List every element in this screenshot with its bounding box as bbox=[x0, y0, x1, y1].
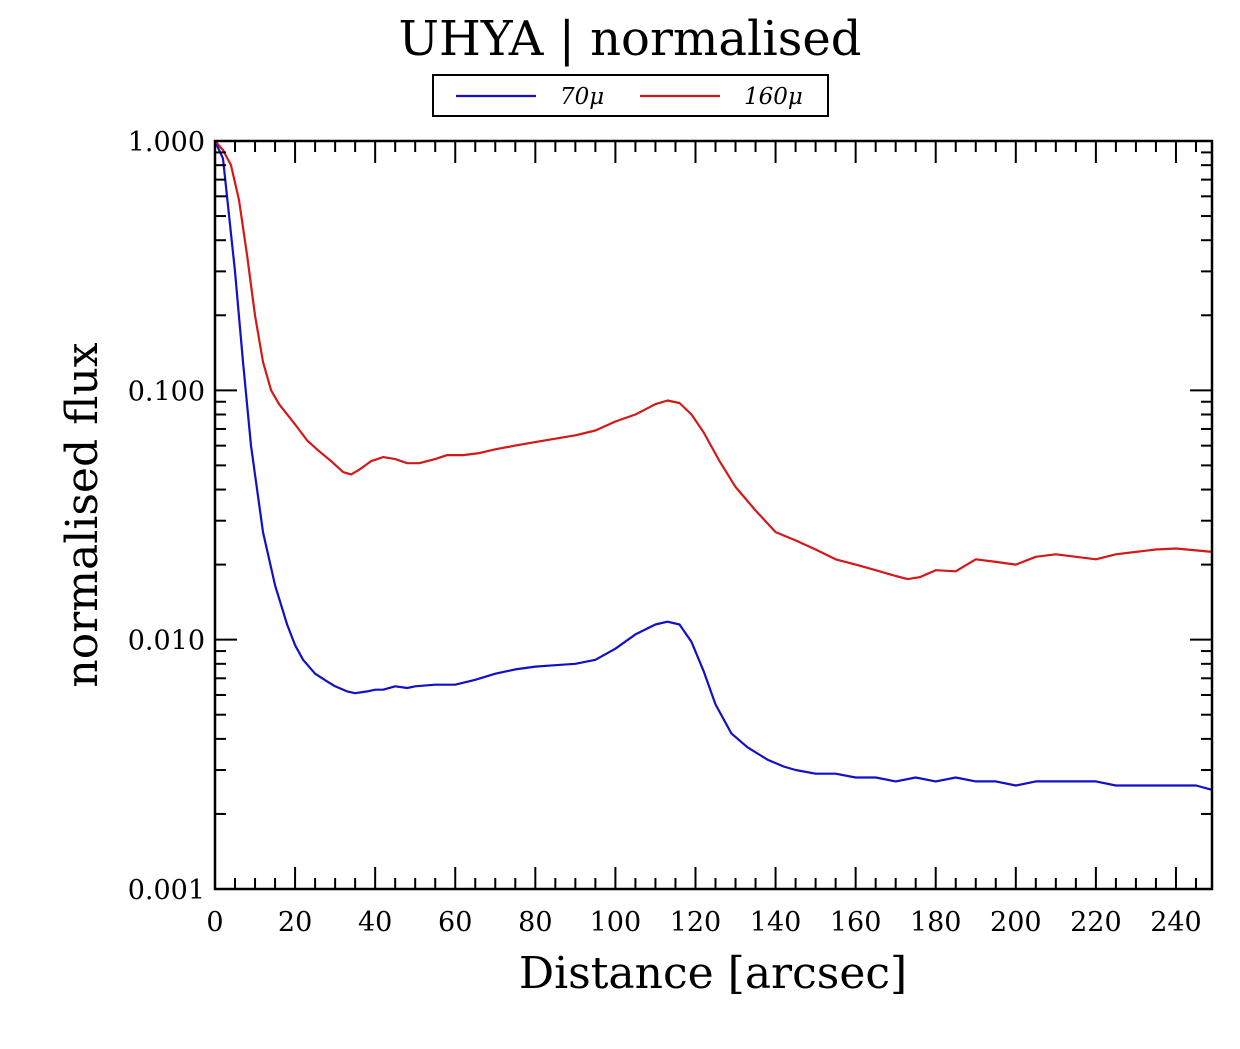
y-axis-label: normalised flux bbox=[57, 342, 108, 687]
x-tick-label: 40 bbox=[358, 907, 392, 938]
series-line-70mu bbox=[213, 140, 1213, 791]
x-tick-label: 0 bbox=[206, 907, 223, 938]
x-tick-label: 160 bbox=[830, 907, 882, 938]
y-tick-label: 0.100 bbox=[128, 376, 205, 407]
x-tick-label: 240 bbox=[1150, 907, 1202, 938]
x-tick-label: 20 bbox=[278, 907, 312, 938]
legend-label-160mu: 160μ bbox=[744, 84, 803, 110]
series-line-160mu bbox=[214, 140, 1213, 581]
y-tick-label: 0.010 bbox=[128, 626, 205, 657]
x-tick-label: 80 bbox=[518, 907, 552, 938]
x-tick-label: 60 bbox=[438, 907, 472, 938]
plot-frame bbox=[213, 139, 1214, 891]
x-tick-label: 180 bbox=[910, 907, 962, 938]
legend-label-70mu: 70μ bbox=[560, 84, 604, 110]
x-tick-label: 220 bbox=[1070, 907, 1122, 938]
plot-area: 0 20 40 60 80 100 120 140 160 180 200 220 240 0.001 0.… bbox=[128, 127, 1214, 938]
y-tick-label: 1.000 bbox=[128, 127, 205, 158]
y-tick-label: 0.001 bbox=[128, 875, 205, 906]
x-tick-label: 100 bbox=[590, 907, 642, 938]
x-axis-label: Distance [arcsec] bbox=[519, 948, 907, 999]
legend: 70μ 160μ bbox=[432, 74, 829, 117]
x-tick-label: 200 bbox=[990, 907, 1042, 938]
x-tick-label: 120 bbox=[670, 907, 722, 938]
chart-title: UHYA | normalised bbox=[399, 11, 862, 67]
x-tick-label: 140 bbox=[750, 907, 802, 938]
